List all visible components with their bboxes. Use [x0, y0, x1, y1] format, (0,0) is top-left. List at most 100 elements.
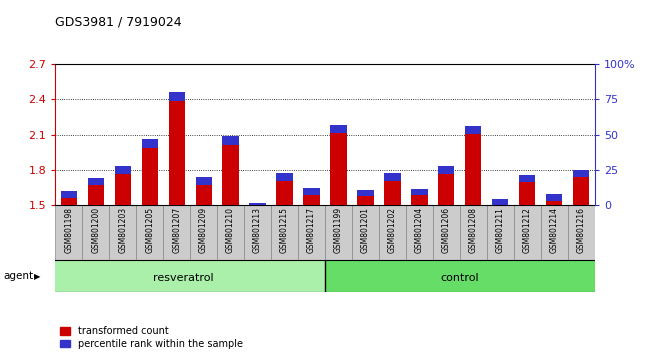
- Bar: [568, 205, 595, 260]
- Bar: [492, 199, 508, 205]
- Bar: [82, 205, 109, 260]
- Bar: [358, 190, 374, 205]
- Bar: [384, 174, 400, 205]
- Bar: [546, 194, 562, 201]
- Text: GSM801211: GSM801211: [496, 207, 505, 253]
- Bar: [142, 139, 158, 205]
- Bar: [88, 178, 104, 185]
- Text: GSM801216: GSM801216: [577, 207, 586, 253]
- Bar: [514, 205, 541, 260]
- Bar: [487, 205, 514, 260]
- Text: GSM801207: GSM801207: [172, 207, 181, 253]
- Bar: [519, 175, 536, 182]
- Text: GSM801214: GSM801214: [550, 207, 559, 253]
- Bar: [304, 188, 320, 205]
- Bar: [217, 205, 244, 260]
- Text: GSM801215: GSM801215: [280, 207, 289, 253]
- Bar: [60, 180, 77, 205]
- Text: GSM801209: GSM801209: [199, 207, 208, 253]
- Text: GSM801200: GSM801200: [91, 207, 100, 253]
- Bar: [136, 205, 163, 260]
- Text: GSM801212: GSM801212: [523, 207, 532, 253]
- Bar: [438, 174, 454, 205]
- Text: GSM801213: GSM801213: [253, 207, 262, 253]
- Bar: [546, 177, 562, 205]
- Bar: [519, 177, 536, 205]
- Bar: [330, 125, 346, 133]
- Bar: [438, 166, 454, 174]
- Bar: [541, 205, 568, 260]
- Bar: [196, 177, 212, 185]
- Bar: [109, 205, 136, 260]
- Bar: [465, 126, 482, 134]
- Bar: [142, 170, 158, 205]
- Text: resveratrol: resveratrol: [153, 273, 214, 283]
- Bar: [276, 174, 292, 205]
- Bar: [465, 174, 482, 205]
- Bar: [492, 184, 508, 205]
- Bar: [352, 205, 379, 260]
- Bar: [222, 170, 239, 205]
- Bar: [196, 174, 212, 205]
- Bar: [492, 199, 508, 205]
- Bar: [298, 205, 325, 260]
- Bar: [250, 203, 266, 205]
- Bar: [222, 136, 239, 144]
- Bar: [168, 92, 185, 101]
- Bar: [60, 191, 77, 198]
- Text: GDS3981 / 7919024: GDS3981 / 7919024: [55, 16, 182, 29]
- Bar: [222, 136, 239, 205]
- Bar: [55, 260, 325, 292]
- Bar: [168, 92, 185, 205]
- Bar: [330, 174, 346, 205]
- Bar: [55, 205, 83, 260]
- Bar: [573, 170, 590, 205]
- Bar: [114, 166, 131, 205]
- Bar: [358, 190, 374, 196]
- Bar: [271, 205, 298, 260]
- Bar: [88, 178, 104, 205]
- Bar: [438, 166, 454, 205]
- Bar: [304, 188, 320, 195]
- Bar: [190, 205, 217, 260]
- Bar: [406, 205, 433, 260]
- Bar: [358, 180, 374, 205]
- Text: GSM801210: GSM801210: [226, 207, 235, 253]
- Bar: [114, 166, 131, 174]
- Bar: [325, 205, 352, 260]
- Text: ▶: ▶: [34, 272, 40, 281]
- Text: GSM801198: GSM801198: [64, 207, 73, 253]
- Bar: [384, 173, 400, 181]
- Bar: [460, 205, 487, 260]
- Bar: [244, 205, 271, 260]
- Bar: [411, 189, 428, 205]
- Bar: [304, 177, 320, 205]
- Bar: [276, 173, 292, 181]
- Bar: [196, 177, 212, 205]
- Bar: [250, 203, 266, 206]
- Text: GSM801204: GSM801204: [415, 207, 424, 253]
- Bar: [114, 174, 131, 205]
- Text: GSM801217: GSM801217: [307, 207, 316, 253]
- Bar: [433, 205, 460, 260]
- Bar: [250, 201, 266, 205]
- Bar: [379, 205, 406, 260]
- Bar: [546, 194, 562, 205]
- Bar: [325, 260, 608, 292]
- Bar: [384, 173, 400, 205]
- Bar: [142, 139, 158, 148]
- Bar: [573, 170, 590, 177]
- Bar: [573, 177, 590, 205]
- Bar: [411, 189, 428, 195]
- Text: GSM801206: GSM801206: [442, 207, 451, 253]
- Bar: [411, 180, 428, 205]
- Bar: [168, 170, 185, 205]
- Bar: [276, 173, 292, 205]
- Text: GSM801205: GSM801205: [145, 207, 154, 253]
- Bar: [88, 177, 104, 205]
- Text: GSM801203: GSM801203: [118, 207, 127, 253]
- Bar: [60, 191, 77, 205]
- Text: GSM801199: GSM801199: [334, 207, 343, 253]
- Bar: [330, 125, 346, 205]
- Text: GSM801208: GSM801208: [469, 207, 478, 253]
